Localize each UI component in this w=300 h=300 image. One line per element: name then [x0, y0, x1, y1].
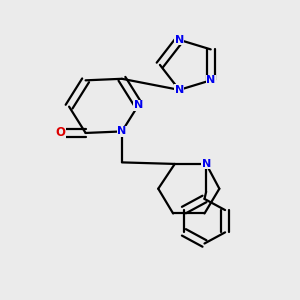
- Text: N: N: [175, 35, 184, 45]
- Text: N: N: [117, 126, 127, 136]
- Text: N: N: [134, 100, 143, 110]
- Text: O: O: [56, 127, 66, 140]
- Text: N: N: [175, 85, 184, 95]
- Text: N: N: [206, 75, 215, 85]
- Text: N: N: [202, 159, 211, 169]
